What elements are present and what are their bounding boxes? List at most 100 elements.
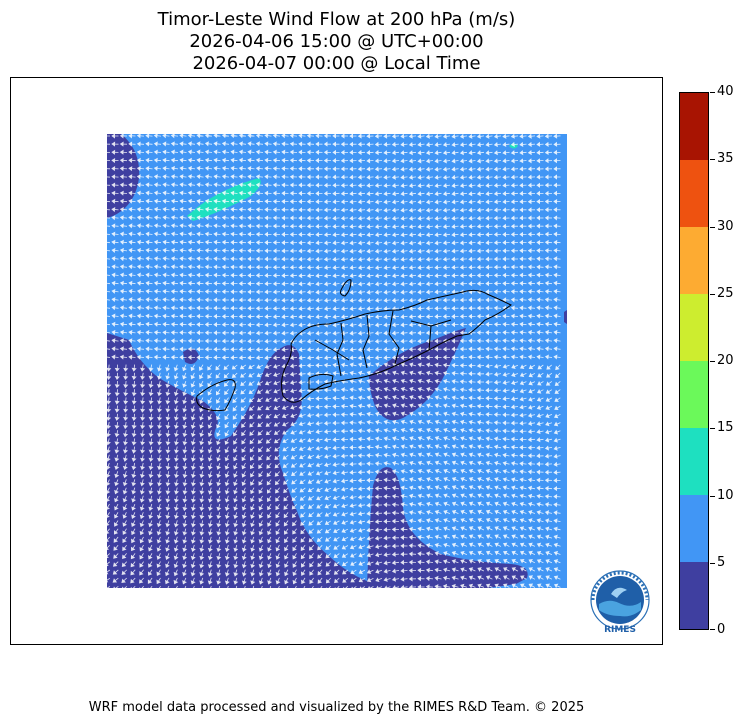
wind-arrow bbox=[221, 198, 230, 204]
wind-arrow bbox=[443, 550, 451, 556]
wind-arrow bbox=[477, 583, 485, 588]
wind-arrow bbox=[213, 305, 221, 311]
wind-arrow bbox=[536, 397, 544, 402]
wind-arrow bbox=[255, 223, 264, 229]
wind-arrow bbox=[190, 479, 197, 487]
wind-arrow bbox=[417, 452, 425, 458]
wind-arrow bbox=[494, 363, 502, 369]
wind-arrow bbox=[536, 389, 544, 394]
wind-arrow bbox=[196, 134, 204, 139]
wind-arrow bbox=[306, 190, 314, 196]
wind-arrow bbox=[374, 436, 383, 442]
wind-arrow bbox=[536, 288, 544, 295]
wind-arrow bbox=[148, 397, 154, 405]
wind-arrow bbox=[122, 479, 128, 487]
wind-arrow bbox=[426, 452, 434, 458]
wind-arrow bbox=[323, 395, 331, 401]
wind-arrow bbox=[426, 419, 434, 425]
wind-arrow bbox=[332, 199, 340, 205]
wind-arrow bbox=[148, 503, 154, 511]
wind-arrow bbox=[460, 518, 468, 523]
wind-arrow bbox=[493, 395, 502, 402]
wind-arrow bbox=[383, 297, 391, 303]
wind-arrow bbox=[113, 536, 119, 543]
wind-arrow bbox=[139, 536, 145, 544]
wind-arrow bbox=[230, 182, 238, 188]
wind-arrow bbox=[485, 330, 493, 336]
wind-arrow bbox=[366, 289, 374, 295]
wind-arrow bbox=[107, 315, 111, 317]
wind-arrow bbox=[374, 289, 383, 295]
wind-arrow bbox=[190, 536, 196, 544]
wind-arrow bbox=[128, 174, 136, 180]
wind-arrow bbox=[434, 575, 442, 581]
wind-arrow bbox=[216, 553, 222, 561]
wind-arrow bbox=[417, 256, 425, 262]
wind-arrow bbox=[139, 503, 145, 511]
wind-arrow bbox=[349, 215, 357, 221]
wind-arrow bbox=[323, 215, 332, 221]
wind-arrow bbox=[408, 551, 417, 557]
wind-arrow bbox=[527, 248, 536, 254]
wind-arrow bbox=[199, 553, 205, 561]
wind-arrow bbox=[145, 346, 153, 352]
colorbar-bin-5-10 bbox=[680, 495, 708, 562]
wind-arrow bbox=[332, 437, 340, 443]
wind-arrow bbox=[408, 141, 417, 147]
wind-arrow bbox=[425, 199, 434, 205]
wind-arrow bbox=[511, 364, 519, 369]
wind-arrow bbox=[510, 452, 519, 458]
wind-arrow bbox=[323, 330, 332, 336]
wind-arrow bbox=[187, 198, 196, 204]
wind-arrow bbox=[128, 239, 136, 245]
wind-arrow bbox=[553, 526, 561, 532]
wind-arrow bbox=[409, 362, 417, 368]
wind-arrow bbox=[299, 504, 306, 510]
wind-arrow bbox=[502, 518, 510, 523]
wind-arrow bbox=[485, 575, 493, 580]
wind-arrow bbox=[165, 364, 171, 372]
wind-arrow bbox=[510, 150, 519, 156]
wind-arrow bbox=[519, 526, 527, 531]
wind-arrow bbox=[145, 321, 153, 327]
wind-arrow bbox=[187, 247, 196, 253]
wind-arrow bbox=[434, 403, 442, 409]
wind-arrow bbox=[476, 395, 485, 401]
wind-arrow bbox=[112, 561, 119, 567]
wind-arrow bbox=[107, 151, 111, 153]
wind-arrow bbox=[290, 438, 298, 443]
wind-arrow bbox=[350, 553, 357, 558]
wind-arrow bbox=[190, 389, 196, 396]
wind-arrow bbox=[340, 166, 349, 172]
wind-arrow bbox=[190, 561, 196, 569]
wind-arrow bbox=[443, 427, 451, 433]
wind-arrow bbox=[434, 534, 442, 540]
wind-arrow bbox=[502, 354, 510, 360]
wind-arrow bbox=[145, 134, 153, 139]
wind-arrow bbox=[128, 247, 136, 254]
wind-arrow bbox=[224, 520, 230, 528]
wind-arrow bbox=[349, 134, 357, 139]
wind-arrow bbox=[400, 386, 408, 392]
wind-arrow bbox=[494, 509, 502, 515]
wind-arrow bbox=[265, 438, 272, 444]
wind-arrow bbox=[187, 330, 196, 336]
wind-arrow bbox=[468, 526, 476, 531]
wind-arrow bbox=[282, 430, 289, 435]
wind-arrow bbox=[273, 380, 281, 386]
wind-arrow bbox=[527, 321, 536, 327]
wind-arrow bbox=[179, 305, 187, 311]
wind-arrow bbox=[281, 141, 289, 147]
wind-arrow bbox=[528, 396, 536, 402]
wind-arrow bbox=[131, 364, 137, 372]
wind-arrow bbox=[315, 437, 323, 443]
wind-arrow bbox=[493, 420, 502, 426]
wind-arrow bbox=[131, 487, 137, 495]
wind-arrow bbox=[264, 149, 272, 155]
wind-arrow bbox=[485, 485, 493, 490]
wind-arrow bbox=[477, 444, 485, 450]
wind-arrow bbox=[451, 150, 459, 156]
wind-arrow bbox=[341, 486, 349, 492]
wind-arrow bbox=[196, 289, 204, 295]
wind-arrow bbox=[114, 413, 120, 421]
